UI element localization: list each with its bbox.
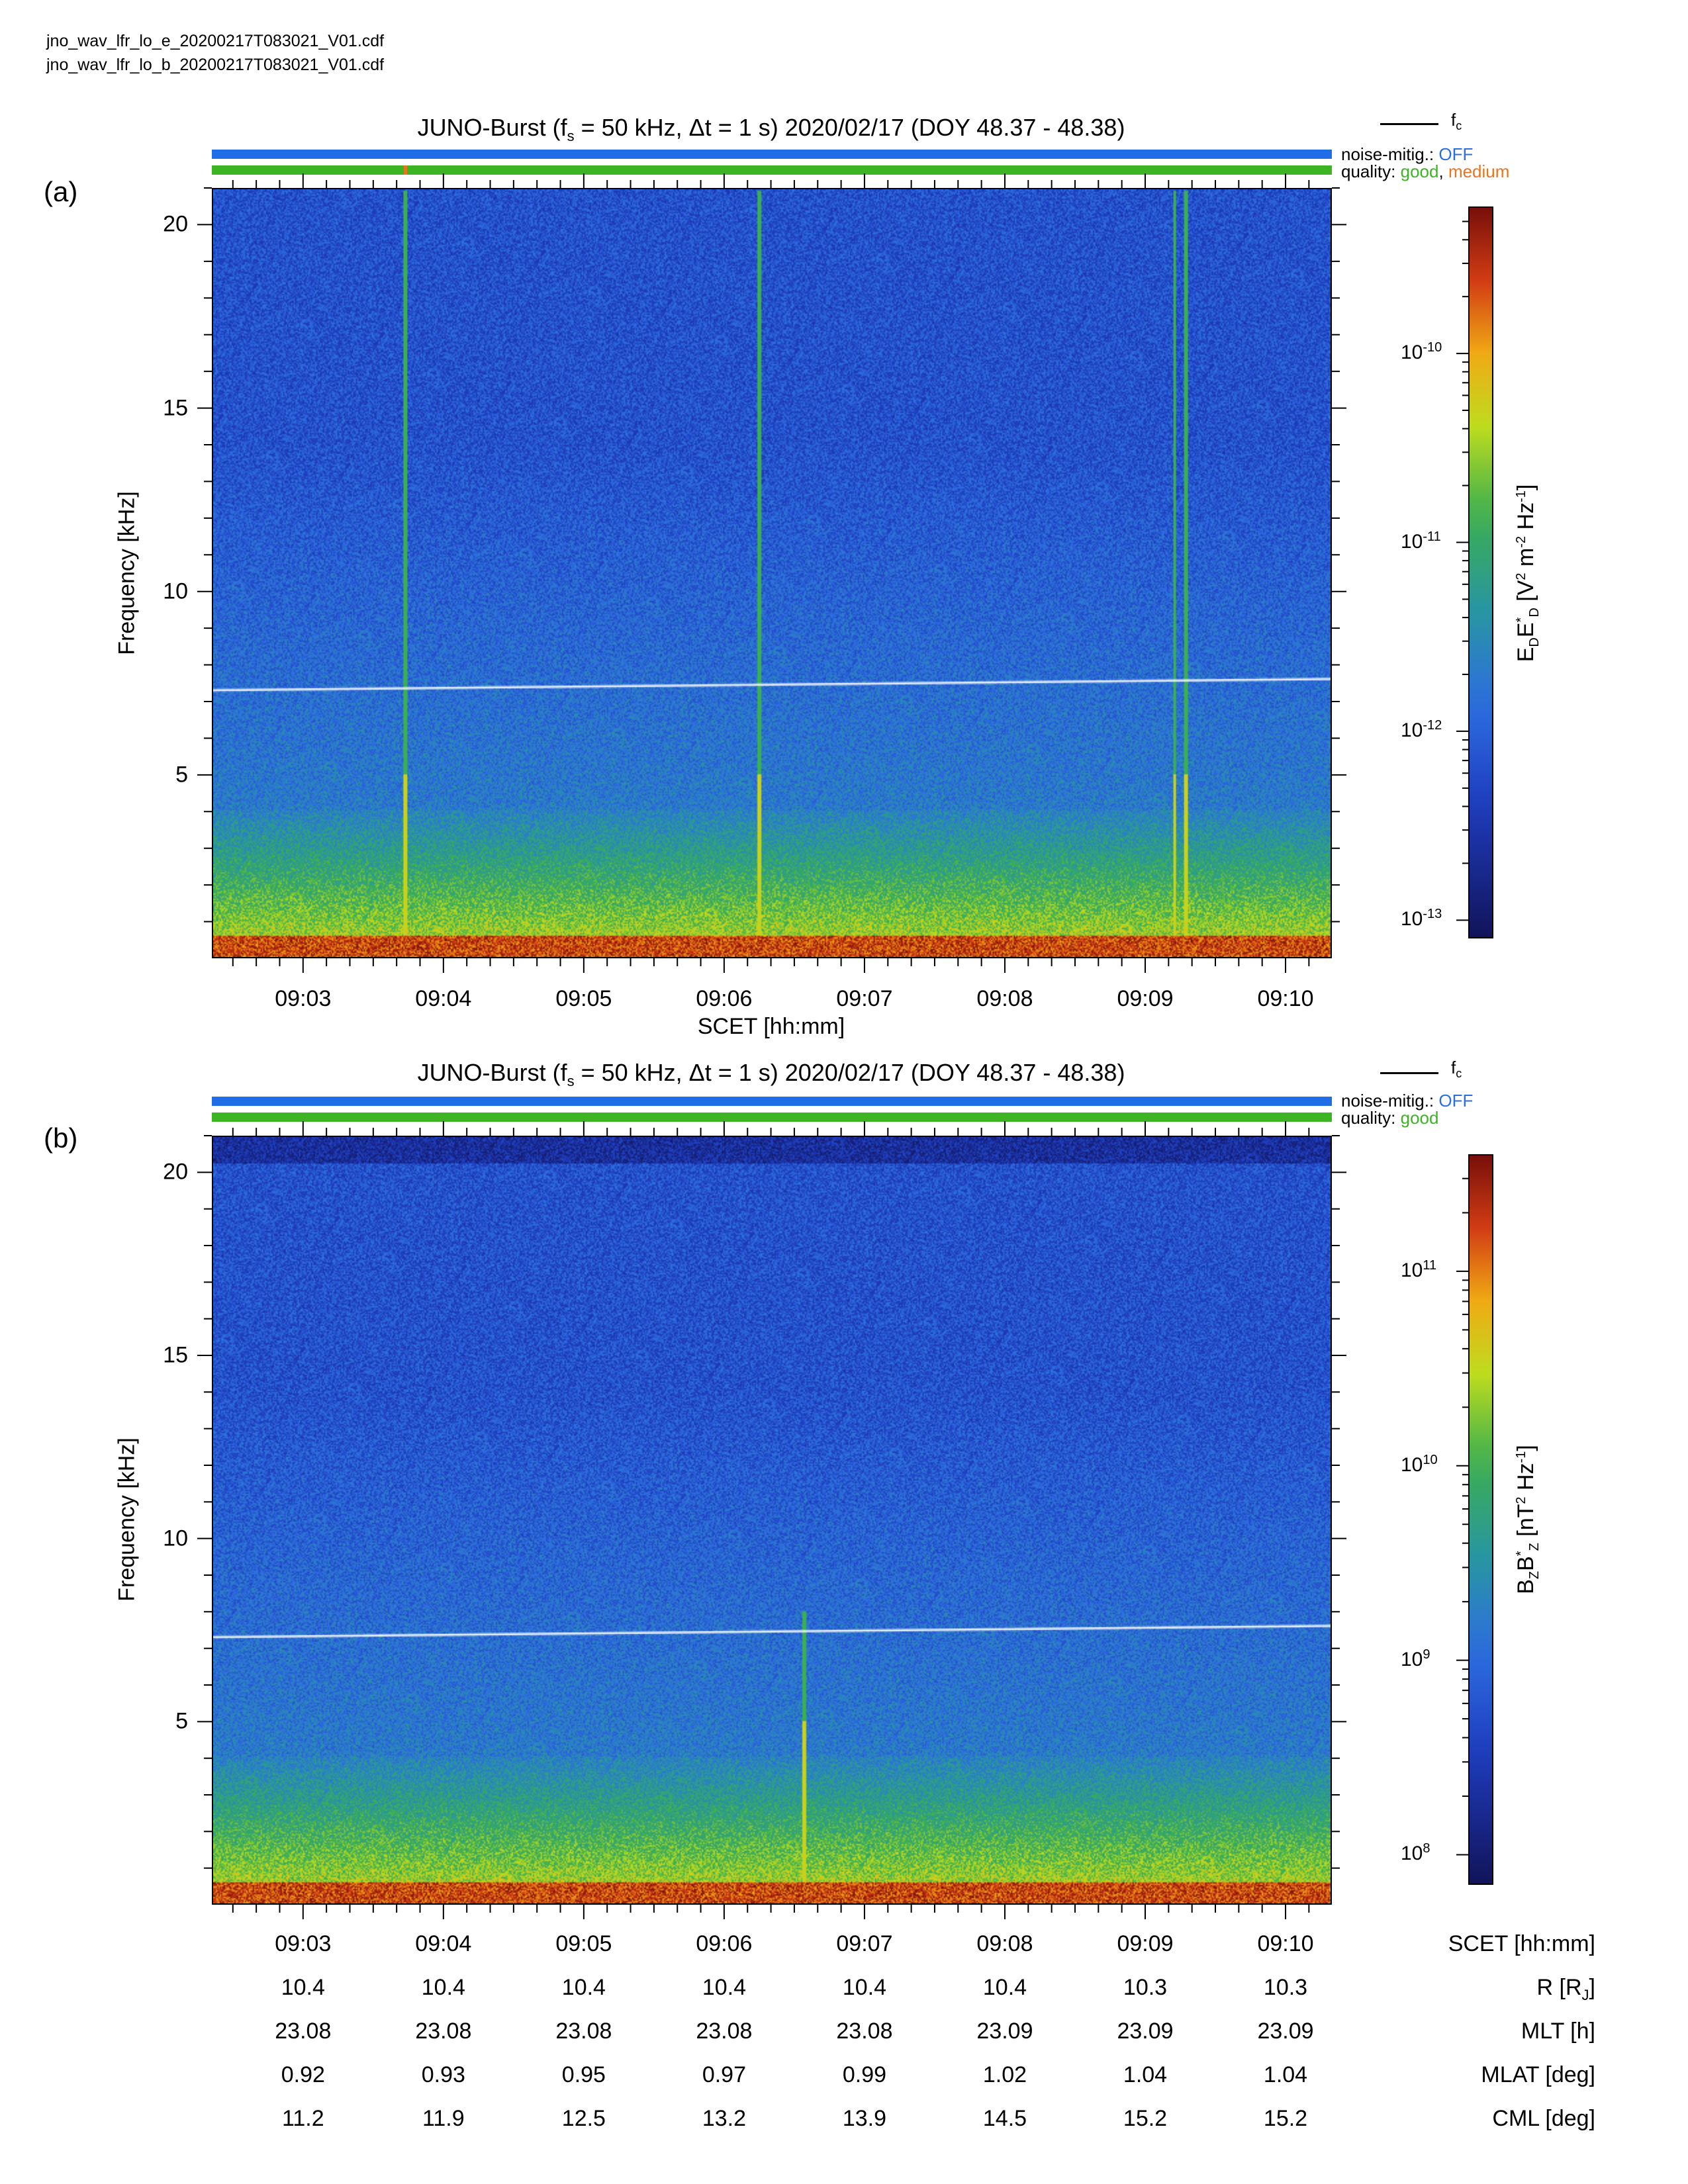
y-tick-label: 5 — [175, 762, 188, 788]
colorbar-tick-label: 10-10 — [1401, 340, 1442, 364]
y-tick-label: 10 — [163, 578, 188, 604]
ephemeris-value: 09:08 — [976, 1931, 1033, 1956]
file-name-e: jno_wav_lfr_lo_e_20200217T083021_V01.cdf — [46, 32, 385, 50]
colorbar-tick-label: 10-13 — [1401, 907, 1442, 931]
ephemeris-value: 09:10 — [1257, 1931, 1314, 1956]
ephemeris-value: 09:06 — [696, 1931, 753, 1956]
ephemeris-value: 10.4 — [702, 1975, 746, 2000]
y-tick-label: 20 — [163, 1159, 188, 1185]
colorbar-tick-label: 1010 — [1401, 1452, 1438, 1476]
ephemeris-value: 09:05 — [555, 1931, 612, 1956]
quality-medium-segment — [404, 165, 407, 175]
panel-b-title: JUNO-Burst (fs = 50 kHz, Δt = 1 s) 2020/… — [417, 1059, 1125, 1090]
colorbar-b — [1468, 1154, 1493, 1885]
ephemeris-value: 11.2 — [281, 2106, 324, 2131]
colorbar-tick-label: 109 — [1401, 1647, 1430, 1670]
colorbar-tick-label: 1011 — [1401, 1257, 1437, 1281]
ephemeris-value: 09:04 — [415, 1931, 472, 1956]
fc-legend-label-a: fc — [1451, 110, 1462, 133]
ephemeris-value: 11.9 — [422, 2106, 465, 2131]
ephemeris-value: 09:07 — [836, 1931, 893, 1956]
ephemeris-value: 1.02 — [982, 2062, 1027, 2087]
fc-legend-line-b — [1380, 1072, 1438, 1074]
ephemeris-value: 09:03 — [275, 1931, 332, 1956]
quality-bar-a — [212, 165, 1332, 175]
spectrogram-b — [212, 1136, 1332, 1905]
x-tick-label: 09:05 — [555, 986, 612, 1011]
ephemeris-row-label: MLAT [deg] — [1481, 2062, 1595, 2087]
ephemeris-row-label: R [RJ] — [1536, 1975, 1595, 2003]
ephemeris-row-label: MLT [h] — [1521, 2019, 1595, 2044]
ephemeris-value: 12.5 — [561, 2106, 606, 2131]
noise-legend-b: noise-mitig.: OFF — [1341, 1091, 1474, 1111]
fc-legend-line-a — [1380, 123, 1438, 125]
ephemeris-value: 0.99 — [842, 2062, 887, 2087]
ephemeris-value: 10.4 — [281, 1975, 325, 2000]
y-tick-label: 10 — [163, 1525, 188, 1551]
quality-bar-b — [212, 1113, 1332, 1122]
ephemeris-value: 09:09 — [1117, 1931, 1174, 1956]
xlabel-a: SCET [hh:mm] — [697, 1014, 845, 1039]
x-tick-label: 09:09 — [1117, 986, 1174, 1011]
ephemeris-value: 13.9 — [842, 2106, 887, 2131]
colorbar-a — [1468, 206, 1493, 938]
ephemeris-value: 0.92 — [281, 2062, 325, 2087]
panel-b-label: (b) — [44, 1122, 78, 1154]
ephemeris-value: 14.5 — [982, 2106, 1027, 2131]
y-tick-label: 5 — [175, 1708, 188, 1734]
x-tick-label: 09:10 — [1257, 986, 1314, 1011]
y-tick-label: 15 — [163, 1342, 188, 1368]
ephemeris-value: 13.2 — [702, 2106, 746, 2131]
ephemeris-value: 23.08 — [415, 2019, 472, 2044]
ephemeris-value: 10.4 — [842, 1975, 887, 2000]
x-tick-label: 09:03 — [275, 986, 332, 1011]
ephemeris-value: 23.08 — [696, 2019, 753, 2044]
spectrogram-a — [212, 188, 1332, 958]
ephemeris-value: 23.08 — [555, 2019, 612, 2044]
fc-legend-label-b: fc — [1451, 1058, 1462, 1081]
colorbar-tick-label: 108 — [1401, 1841, 1430, 1865]
colorbar-label-b: BZB*Z [nT2 Hz-1] — [1513, 1445, 1542, 1594]
ephemeris-value: 10.3 — [1263, 1975, 1308, 2000]
quality-legend-b: quality: good — [1341, 1108, 1439, 1128]
panel-a-title: JUNO-Burst (fs = 50 kHz, Δt = 1 s) 2020/… — [417, 114, 1125, 145]
ephemeris-value: 0.97 — [702, 2062, 746, 2087]
x-tick-label: 09:08 — [976, 986, 1033, 1011]
noise-mitigation-bar-a — [212, 150, 1332, 159]
ylabel-b: Frequency [kHz] — [114, 1437, 140, 1602]
ephemeris-value: 10.3 — [1123, 1975, 1168, 2000]
x-tick-label: 09:06 — [696, 986, 753, 1011]
file-name-b: jno_wav_lfr_lo_b_20200217T083021_V01.cdf — [46, 56, 385, 74]
panel-a-label: (a) — [44, 176, 78, 207]
ephemeris-value: 23.09 — [1117, 2019, 1174, 2044]
y-tick-label: 15 — [163, 395, 188, 421]
ephemeris-value: 1.04 — [1123, 2062, 1168, 2087]
noise-legend-a: noise-mitig.: OFF — [1341, 144, 1474, 164]
colorbar-tick-label: 10-11 — [1401, 529, 1441, 553]
y-tick-label: 20 — [163, 211, 188, 237]
x-tick-label: 09:07 — [836, 986, 893, 1011]
ephemeris-value: 1.04 — [1263, 2062, 1308, 2087]
ephemeris-value: 15.2 — [1263, 2106, 1308, 2131]
colorbar-tick-label: 10-12 — [1401, 717, 1442, 741]
ephemeris-value: 23.09 — [1257, 2019, 1314, 2044]
ephemeris-value: 10.4 — [982, 1975, 1027, 2000]
ephemeris-value: 10.4 — [421, 1975, 465, 2000]
ephemeris-value: 23.08 — [275, 2019, 332, 2044]
ephemeris-value: 23.09 — [976, 2019, 1033, 2044]
ephemeris-value: 0.93 — [421, 2062, 465, 2087]
ephemeris-row-label: SCET [hh:mm] — [1448, 1931, 1595, 1956]
ephemeris-value: 23.08 — [836, 2019, 893, 2044]
ephemeris-value: 10.4 — [561, 1975, 606, 2000]
ephemeris-value: 0.95 — [561, 2062, 606, 2087]
quality-legend-a: quality: good, medium — [1341, 161, 1510, 181]
ephemeris-row-label: CML [deg] — [1492, 2106, 1595, 2131]
x-tick-label: 09:04 — [415, 986, 472, 1011]
ephemeris-value: 15.2 — [1123, 2106, 1168, 2131]
noise-mitigation-bar-b — [212, 1097, 1332, 1106]
